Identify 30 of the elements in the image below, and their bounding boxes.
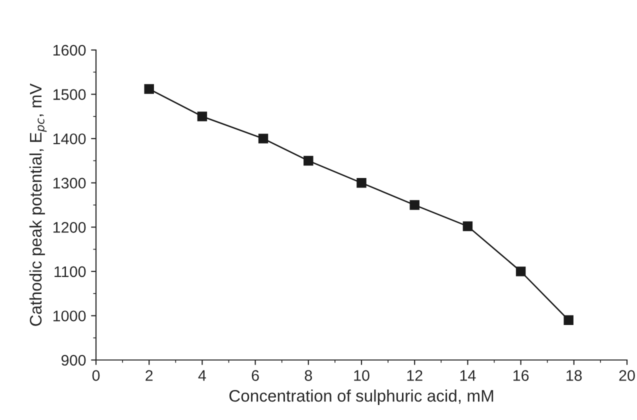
point — [356, 178, 366, 188]
x-tick-label: 2 — [146, 370, 153, 381]
x-tick-label: 10 — [354, 370, 370, 381]
x-tick-label: 0 — [92, 370, 100, 381]
point — [144, 84, 154, 94]
point — [516, 266, 526, 276]
point — [304, 156, 314, 166]
point — [258, 134, 268, 144]
point — [410, 200, 420, 210]
x-tick-label: 18 — [566, 370, 582, 381]
x-tick-label: 12 — [407, 370, 422, 381]
y-axis-title: Cathodic peak potential, E$_{pc}$, mV — [29, 83, 47, 326]
y-tick-label: 1100 — [54, 266, 86, 278]
x-axis-title: Concentration of sulphuric acid, mM — [229, 390, 494, 406]
x-tick-label: 16 — [513, 370, 529, 381]
x-tick-label: 14 — [460, 370, 476, 381]
y-tick-label: 1000 — [53, 310, 86, 322]
point — [197, 112, 208, 122]
y-tick-label: 1300 — [53, 178, 86, 189]
y-tick-label: 900 — [62, 354, 86, 366]
y-tick-label: 1200 — [53, 222, 86, 233]
x-tick-label: 4 — [198, 370, 206, 381]
y-tick-label: 1500 — [53, 89, 86, 100]
x-tick-label: 8 — [304, 370, 312, 381]
y-tick-label: 1400 — [53, 133, 86, 144]
point — [462, 221, 473, 232]
y-tick-label: 1600 — [53, 44, 86, 56]
x-tick-label: 20 — [619, 370, 635, 381]
point — [564, 315, 574, 326]
x-tick-label: 6 — [252, 370, 259, 381]
